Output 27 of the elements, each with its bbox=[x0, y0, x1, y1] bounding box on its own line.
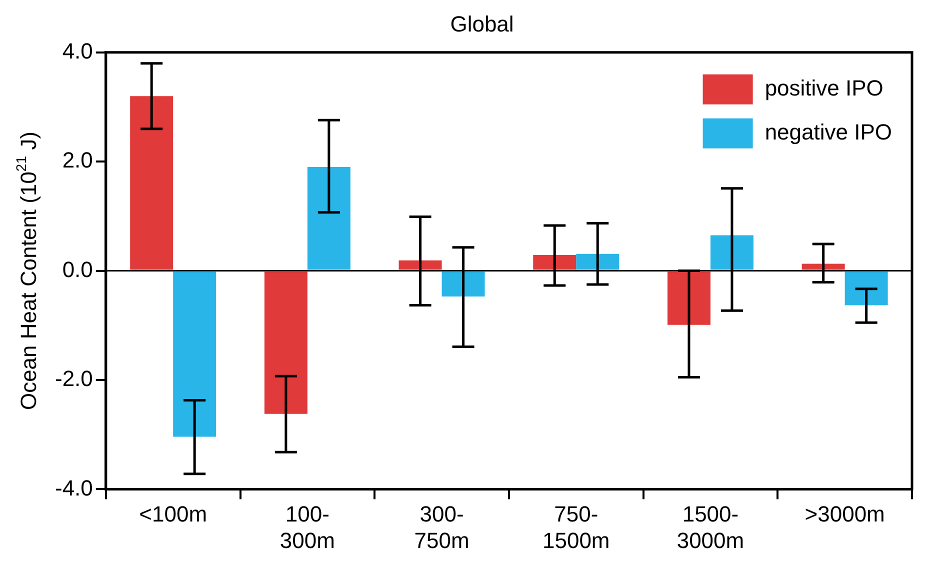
bar bbox=[442, 272, 485, 296]
bar bbox=[667, 272, 710, 325]
legend-label: negative IPO bbox=[764, 119, 892, 144]
y-tick-label: -2.0 bbox=[54, 366, 93, 392]
y-tick-label: 4.0 bbox=[62, 38, 93, 64]
bar bbox=[533, 254, 576, 270]
legend-label: positive IPO bbox=[764, 75, 884, 100]
bar bbox=[710, 235, 754, 270]
bar bbox=[844, 272, 888, 306]
bar bbox=[173, 272, 216, 437]
y-axis-title: Ocean Heat Content (1021 J) bbox=[12, 132, 42, 410]
bar bbox=[307, 167, 350, 270]
bar bbox=[802, 264, 845, 270]
x-tick-label: 100-300m bbox=[280, 501, 335, 553]
x-tick-label: 300-750m bbox=[414, 501, 470, 553]
x-tick-label: 750-1500m bbox=[542, 501, 610, 553]
bar bbox=[398, 260, 442, 270]
bar bbox=[576, 254, 620, 270]
x-tick-label: 1500-3000m bbox=[676, 501, 744, 553]
y-tick-label: -4.0 bbox=[54, 475, 93, 500]
x-tick-label: >3000m bbox=[804, 501, 885, 526]
x-tick-label: <100m bbox=[139, 501, 208, 526]
y-tick-label: 0.0 bbox=[62, 256, 93, 282]
bar bbox=[264, 272, 308, 414]
chart-title: Global bbox=[450, 11, 514, 36]
y-tick-label: 2.0 bbox=[62, 148, 93, 173]
bar bbox=[130, 96, 174, 270]
